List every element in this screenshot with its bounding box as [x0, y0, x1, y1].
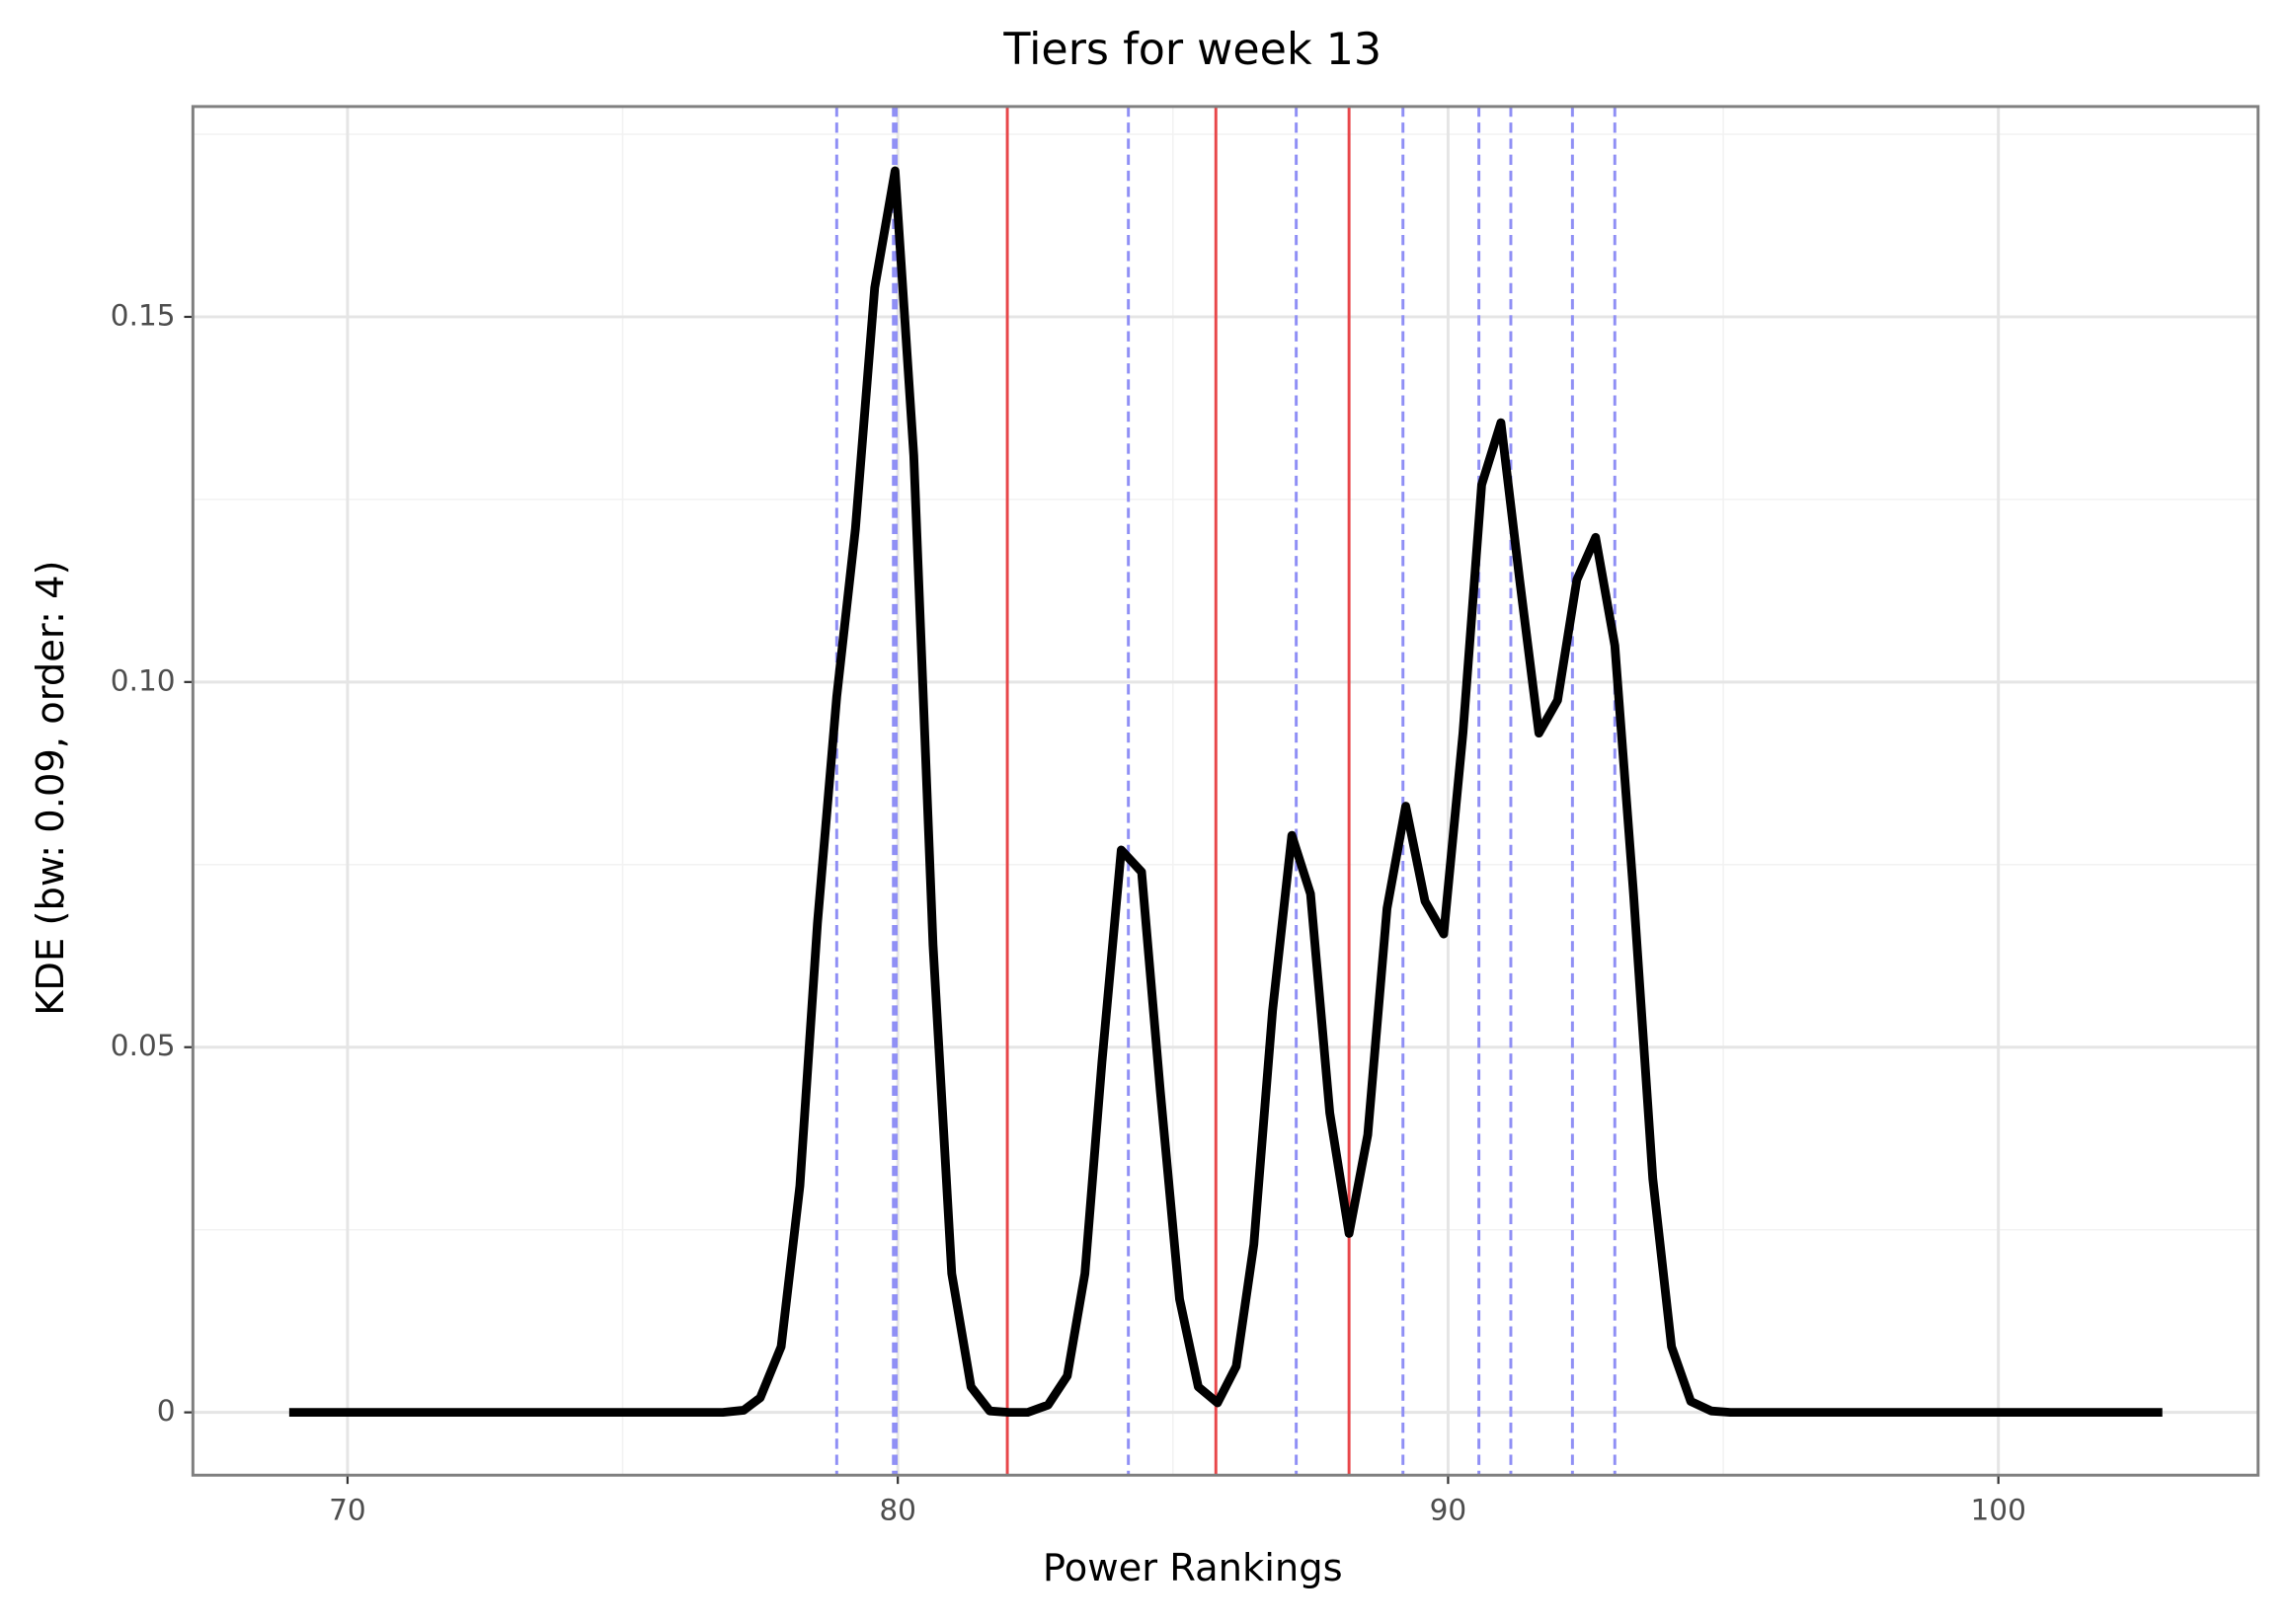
chart-title: Tiers for week 13 — [1002, 25, 1381, 75]
y-tick-label: 0.10 — [111, 663, 176, 697]
x-tick-label: 90 — [1430, 1494, 1467, 1527]
x-tick-label: 100 — [1970, 1494, 2025, 1527]
y-axis-title: KDE (bw: 0.09, order: 4) — [29, 560, 73, 1015]
y-tick-label: 0 — [157, 1394, 176, 1428]
x-tick-label: 80 — [879, 1494, 916, 1527]
x-axis-title: Power Rankings — [1043, 1546, 1343, 1590]
y-tick-label: 0.05 — [111, 1029, 176, 1062]
kde-line — [288, 166, 2163, 1418]
panel-border — [191, 105, 2260, 1477]
x-tick-label: 70 — [329, 1494, 366, 1527]
y-tick-label: 0.15 — [111, 298, 176, 332]
